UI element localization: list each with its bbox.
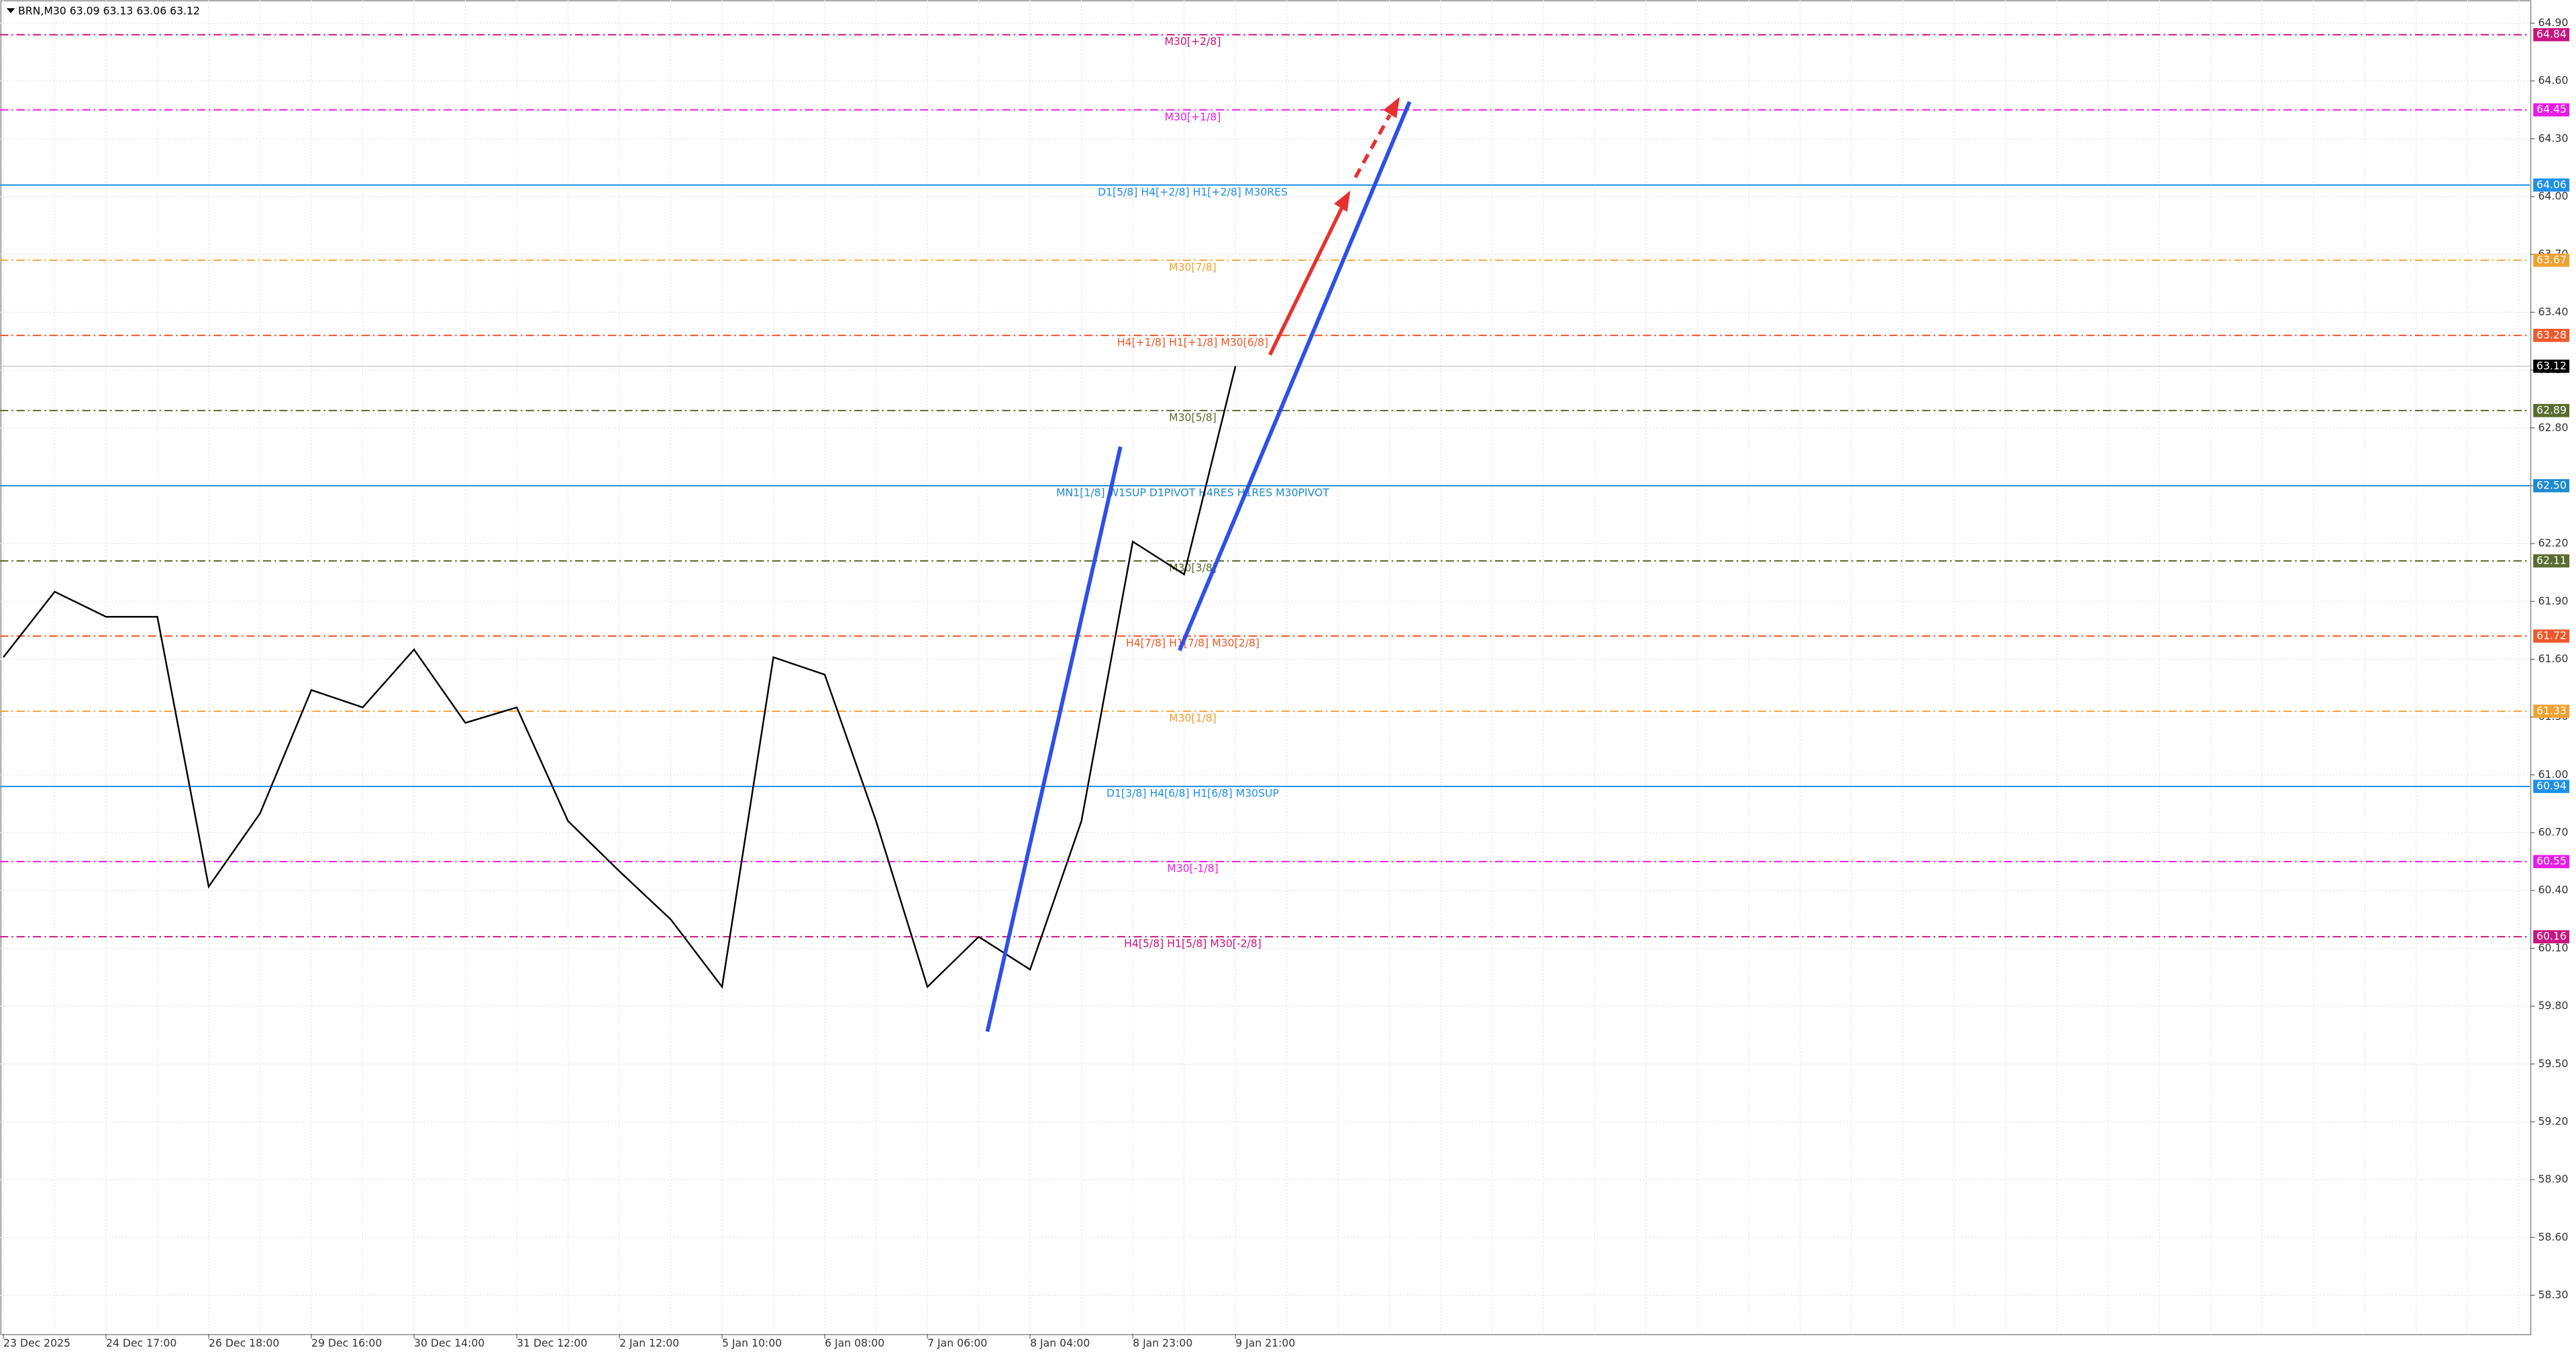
level-label: M30[-1/8] [1167, 862, 1218, 875]
y-tick-label: 64.90 [2538, 16, 2569, 29]
y-tick-label: 60.40 [2538, 884, 2569, 896]
y-tick-label: 64.30 [2538, 132, 2569, 144]
y-tick-label: 59.80 [2538, 999, 2569, 1012]
y-tick-label: 58.30 [2538, 1288, 2569, 1301]
trend-line [985, 446, 1123, 1033]
y-tick-label: 60.70 [2538, 826, 2569, 839]
level-label: H4[5/8] H1[5/8] M30[-2/8] [1124, 937, 1261, 950]
price-tag-label: 62.11 [2536, 554, 2567, 566]
price-tag-label: 62.89 [2536, 403, 2567, 416]
price-tag [2533, 554, 2570, 568]
drawings [985, 97, 1412, 1033]
price-tag [2533, 178, 2570, 192]
trend-line [1178, 101, 1412, 651]
level-label: M30[1/8] [1169, 712, 1217, 725]
y-tick-label: 62.20 [2538, 537, 2569, 550]
price-tag [2533, 360, 2570, 373]
y-tick-label: 63.40 [2538, 305, 2569, 318]
price-tag [2533, 479, 2570, 492]
price-tag-label: 64.45 [2536, 103, 2567, 115]
y-tick-label: 60.10 [2538, 941, 2569, 954]
level-label: M30[+1/8] [1165, 110, 1221, 123]
level-label: H4[7/8] H1[7/8] M30[2/8] [1126, 637, 1259, 649]
x-tick-label: 23 Dec 2025 [3, 1337, 70, 1349]
x-tick-label: 8 Jan 04:00 [1030, 1337, 1090, 1349]
x-tick-label: 2 Jan 12:00 [619, 1337, 679, 1349]
x-tick-label: 30 Dec 14:00 [414, 1337, 484, 1349]
level-label: M30[5/8] [1169, 411, 1217, 423]
x-tick-label: 26 Dec 18:00 [209, 1337, 279, 1349]
price-tag-label: 62.50 [2536, 478, 2567, 491]
price-tag-label: 64.84 [2536, 28, 2567, 40]
chart-title: BRN,M30 63.09 63.13 63.06 63.12 [18, 5, 200, 17]
grid [0, 0, 2530, 1334]
x-tick-label: 24 Dec 17:00 [106, 1337, 176, 1349]
price-tag [2533, 629, 2570, 643]
price-tag-label: 63.67 [2536, 253, 2567, 266]
price-tag-label: 61.72 [2536, 629, 2567, 642]
price-tag [2533, 930, 2570, 943]
price-tag [2533, 855, 2570, 868]
level-label: D1[5/8] H4[+2/8] H1[+2/8] M30RES [1098, 185, 1288, 198]
x-tick-label: 29 Dec 16:00 [311, 1337, 382, 1349]
price-tag [2533, 329, 2570, 342]
price-tag-label: 64.06 [2536, 178, 2567, 191]
price-tag [2533, 404, 2570, 417]
price-tag-label: 60.94 [2536, 780, 2567, 792]
y-tick-label: 61.90 [2538, 594, 2569, 607]
price-tag [2533, 780, 2570, 793]
arrow-head [1383, 97, 1400, 119]
plot-frame [0, 0, 2532, 1335]
y-tick-label: 64.00 [2538, 190, 2569, 203]
menu-arrow [6, 8, 15, 13]
y-tick-label: 58.90 [2538, 1173, 2569, 1186]
price-tag [2533, 705, 2570, 718]
arrow-head [1334, 190, 1351, 212]
forecast-arrow-dashed [1353, 114, 1392, 178]
x-tick-label: 8 Jan 23:00 [1133, 1337, 1192, 1349]
level-label: MN1[1/8] W1SUP D1PIVOT H4RES H1RES M30PI… [1056, 486, 1329, 499]
level-label: M30[+2/8] [1165, 35, 1221, 48]
price-tag-label: 63.28 [2536, 328, 2567, 341]
price-tag [2533, 28, 2570, 42]
y-tick-label: 64.60 [2538, 74, 2569, 87]
x-tick-label: 5 Jan 10:00 [722, 1337, 782, 1349]
level-label: D1[3/8] H4[6/8] H1[6/8] M30SUP [1106, 787, 1279, 800]
price-tag [2533, 103, 2570, 117]
price [3, 366, 1237, 989]
price-tag [2533, 254, 2570, 267]
y-tick-label: 59.50 [2538, 1057, 2569, 1070]
level-label: H4[+1/8] H1[+1/8] M30[6/8] [1117, 335, 1268, 348]
price-tag-label: 60.55 [2536, 855, 2567, 868]
price-tag-label: 61.33 [2536, 705, 2567, 717]
levels: M30[+2/8] M30[+1/8] D1[5/8] H4[+2/8] H1[+2… [0, 34, 2530, 950]
y-tick-label: 61.60 [2538, 652, 2569, 665]
y-tick-label: 62.80 [2538, 421, 2569, 433]
y-tick-label: 61.00 [2538, 768, 2569, 780]
forecast-arrow [1268, 206, 1344, 356]
price-axis: 64.9064.6064.3064.0063.7063.4063.1062.80… [3, 16, 2570, 1349]
x-tick-label: 9 Jan 21:00 [1235, 1337, 1295, 1349]
price-tag-label: 63.12 [2536, 359, 2567, 372]
price-line [3, 366, 1237, 989]
price-tag-label: 60.16 [2536, 930, 2567, 943]
level-label: M30[3/8] [1169, 561, 1217, 574]
x-tick-label: 7 Jan 06:00 [927, 1337, 987, 1349]
level-label: M30[7/8] [1169, 260, 1217, 273]
x-tick-label: 31 Dec 12:00 [517, 1337, 587, 1349]
x-tick-label: 6 Jan 08:00 [825, 1337, 884, 1349]
y-tick-label: 58.60 [2538, 1231, 2569, 1243]
y-tick-label: 59.20 [2538, 1114, 2569, 1127]
